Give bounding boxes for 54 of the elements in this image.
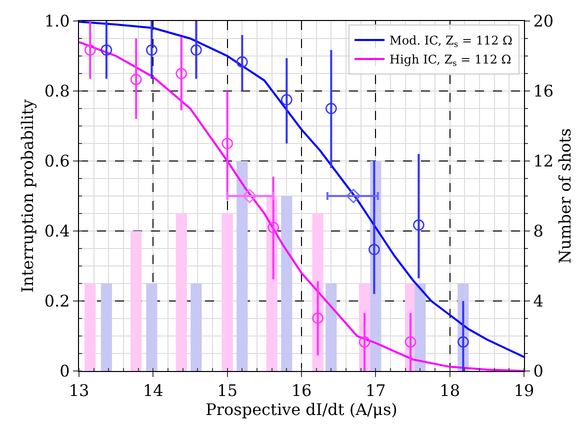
point — [190, 44, 202, 56]
bar — [236, 161, 248, 371]
point — [404, 336, 416, 348]
x-tick-label: 19 — [514, 381, 534, 400]
bar — [84, 284, 96, 371]
point — [458, 336, 469, 348]
x-tick-label: 16 — [291, 381, 312, 400]
bar — [190, 284, 202, 371]
y2-tick-label: 12 — [533, 152, 554, 171]
y-tick-label: 0 — [60, 362, 70, 381]
x-tick-label: 14 — [142, 381, 164, 400]
y-axis-title: Interruption probability — [18, 99, 38, 293]
point — [236, 56, 248, 68]
point — [100, 44, 112, 56]
y-tick-label: 0.8 — [44, 82, 70, 101]
point — [346, 188, 361, 204]
y2-axis-title: Number of shots — [555, 128, 574, 264]
point — [413, 219, 424, 231]
bar — [100, 284, 112, 371]
bar — [281, 196, 292, 371]
bar — [176, 214, 187, 371]
point — [222, 138, 233, 150]
y-tick-label: 0.6 — [44, 152, 70, 171]
point — [312, 312, 324, 324]
y2-tick-label: 20 — [533, 12, 554, 31]
y2-tick-label: 0 — [533, 362, 544, 381]
x-tick-label: 18 — [440, 381, 460, 400]
x-tick-label: 17 — [365, 381, 386, 400]
y-tick-label: 1.0 — [44, 12, 70, 31]
point — [358, 336, 370, 348]
bar — [146, 284, 158, 371]
bar — [326, 284, 337, 371]
y2-tick-label: 4 — [533, 292, 544, 311]
legend-label: Mod. IC, Z$_{s}$ = 112 Ω — [390, 34, 513, 50]
y2-tick-label: 8 — [533, 222, 544, 241]
y-tick-label: 0.4 — [44, 222, 70, 241]
point — [368, 244, 380, 256]
point — [326, 102, 337, 114]
bar — [414, 284, 426, 371]
point — [281, 94, 292, 106]
legend-label: High IC, Z$_{s}$ = 112 Ω — [390, 52, 512, 68]
bar — [130, 231, 142, 371]
x-axis-title: Prospective dI/dt (A/μs) — [206, 400, 398, 420]
y-tick-label: 0.2 — [44, 292, 70, 311]
point — [84, 44, 96, 56]
point — [130, 74, 142, 86]
point — [146, 44, 158, 56]
x-tick-label: 15 — [217, 381, 238, 400]
bar — [222, 214, 233, 371]
y2-tick-label: 16 — [533, 82, 554, 101]
point — [242, 188, 257, 204]
point — [176, 68, 187, 80]
x-tick-label: 13 — [68, 381, 90, 400]
point — [268, 222, 279, 234]
